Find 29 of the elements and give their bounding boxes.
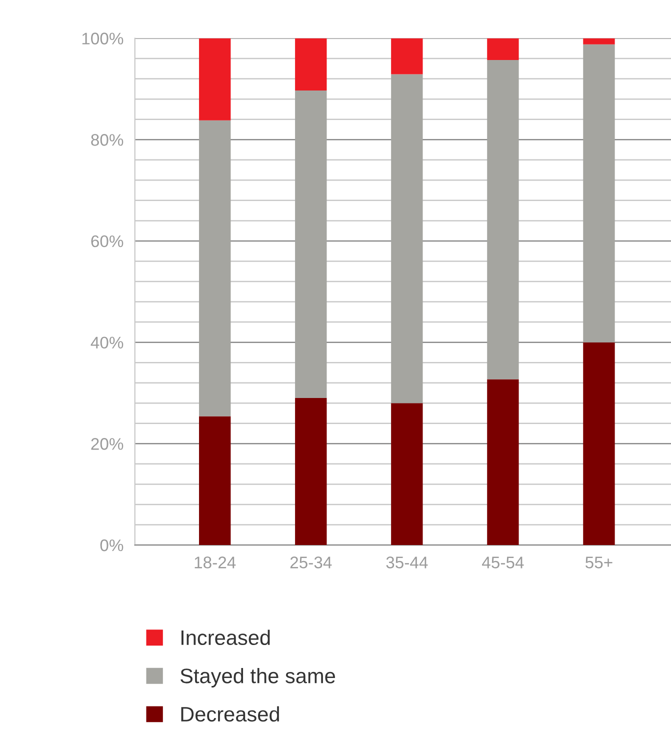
bar	[391, 38, 423, 74]
x-tick-label: 35-44	[386, 556, 428, 568]
y-tick-label: 40%	[90, 336, 124, 349]
bar	[583, 342, 615, 546]
bar	[391, 403, 423, 546]
bar	[391, 74, 423, 404]
y-tick-label: 100%	[82, 32, 124, 44]
x-tick-label: 55+	[586, 556, 612, 568]
bar	[583, 44, 615, 342]
y-tick-label: 20%	[91, 438, 124, 450]
bar	[487, 60, 519, 380]
bar	[295, 398, 327, 546]
legend-label: Stayed the same	[180, 668, 335, 688]
bar	[199, 416, 231, 546]
bar	[487, 379, 519, 546]
legend-label: Increased	[181, 630, 270, 646]
x-tick-label: 45-54	[482, 556, 524, 568]
bar	[199, 120, 231, 416]
legend-label: Decreased	[181, 706, 279, 722]
bar	[583, 38, 615, 44]
bar	[295, 90, 327, 398]
y-tick-label: 60%	[91, 235, 124, 248]
y-tick-label: 0%	[100, 539, 124, 552]
x-tick-label: 25-34	[290, 556, 332, 568]
y-tick-label: 80%	[91, 134, 124, 146]
bar	[295, 38, 327, 90]
bar	[199, 38, 231, 120]
x-tick-label: 18-24	[194, 556, 236, 568]
bar	[487, 38, 519, 60]
